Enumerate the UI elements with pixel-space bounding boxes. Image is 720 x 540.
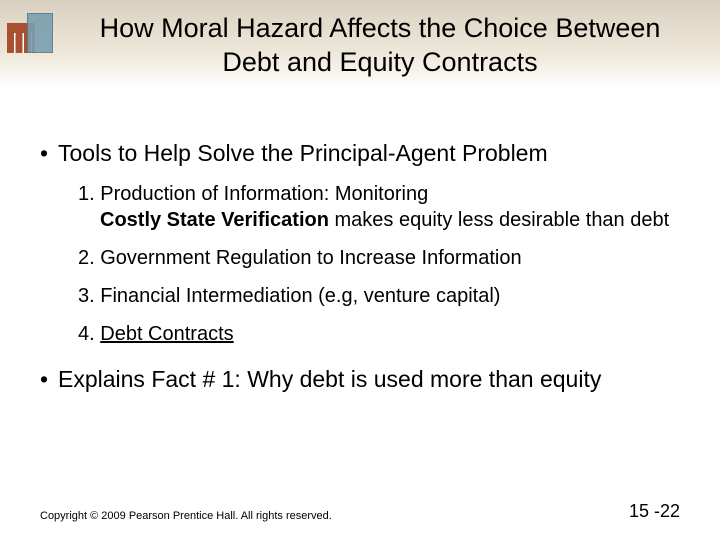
item-number: 4. [78,323,95,345]
logo-glass-icon [27,13,53,53]
publisher-logo [5,5,55,60]
item-subline: Costly State Verification makes equity l… [100,207,680,233]
list-item: 4. Debt Contracts [78,321,680,347]
item-sub-rest: makes equity less desirable than debt [329,209,669,231]
item-number: 1. [78,183,95,205]
page-number: 15 -22 [629,501,680,522]
item-number: 3. [78,285,95,307]
item-sub-bold: Costly State Verification [100,209,329,231]
list-item: 3. Financial Intermediation (e.g, ventur… [78,283,680,309]
item-text: Government Regulation to Increase Inform… [100,247,521,269]
list-item: 1. Production of Information: Monitoring… [78,181,680,233]
slide-content: Tools to Help Solve the Principal-Agent … [40,140,680,395]
item-text: Production of Information: Monitoring [100,183,428,205]
closing-bullet: Explains Fact # 1: Why debt is used more… [40,365,680,395]
numbered-list: 1. Production of Information: Monitoring… [78,181,680,347]
item-text-underlined: Debt Contracts [100,323,233,345]
slide-title: How Moral Hazard Affects the Choice Betw… [70,12,690,80]
main-bullet: Tools to Help Solve the Principal-Agent … [40,140,680,167]
item-number: 2. [78,247,95,269]
item-text: Financial Intermediation (e.g, venture c… [100,285,500,307]
copyright-text: Copyright © 2009 Pearson Prentice Hall. … [40,510,332,522]
slide-footer: Copyright © 2009 Pearson Prentice Hall. … [40,501,680,522]
list-item: 2. Government Regulation to Increase Inf… [78,245,680,271]
